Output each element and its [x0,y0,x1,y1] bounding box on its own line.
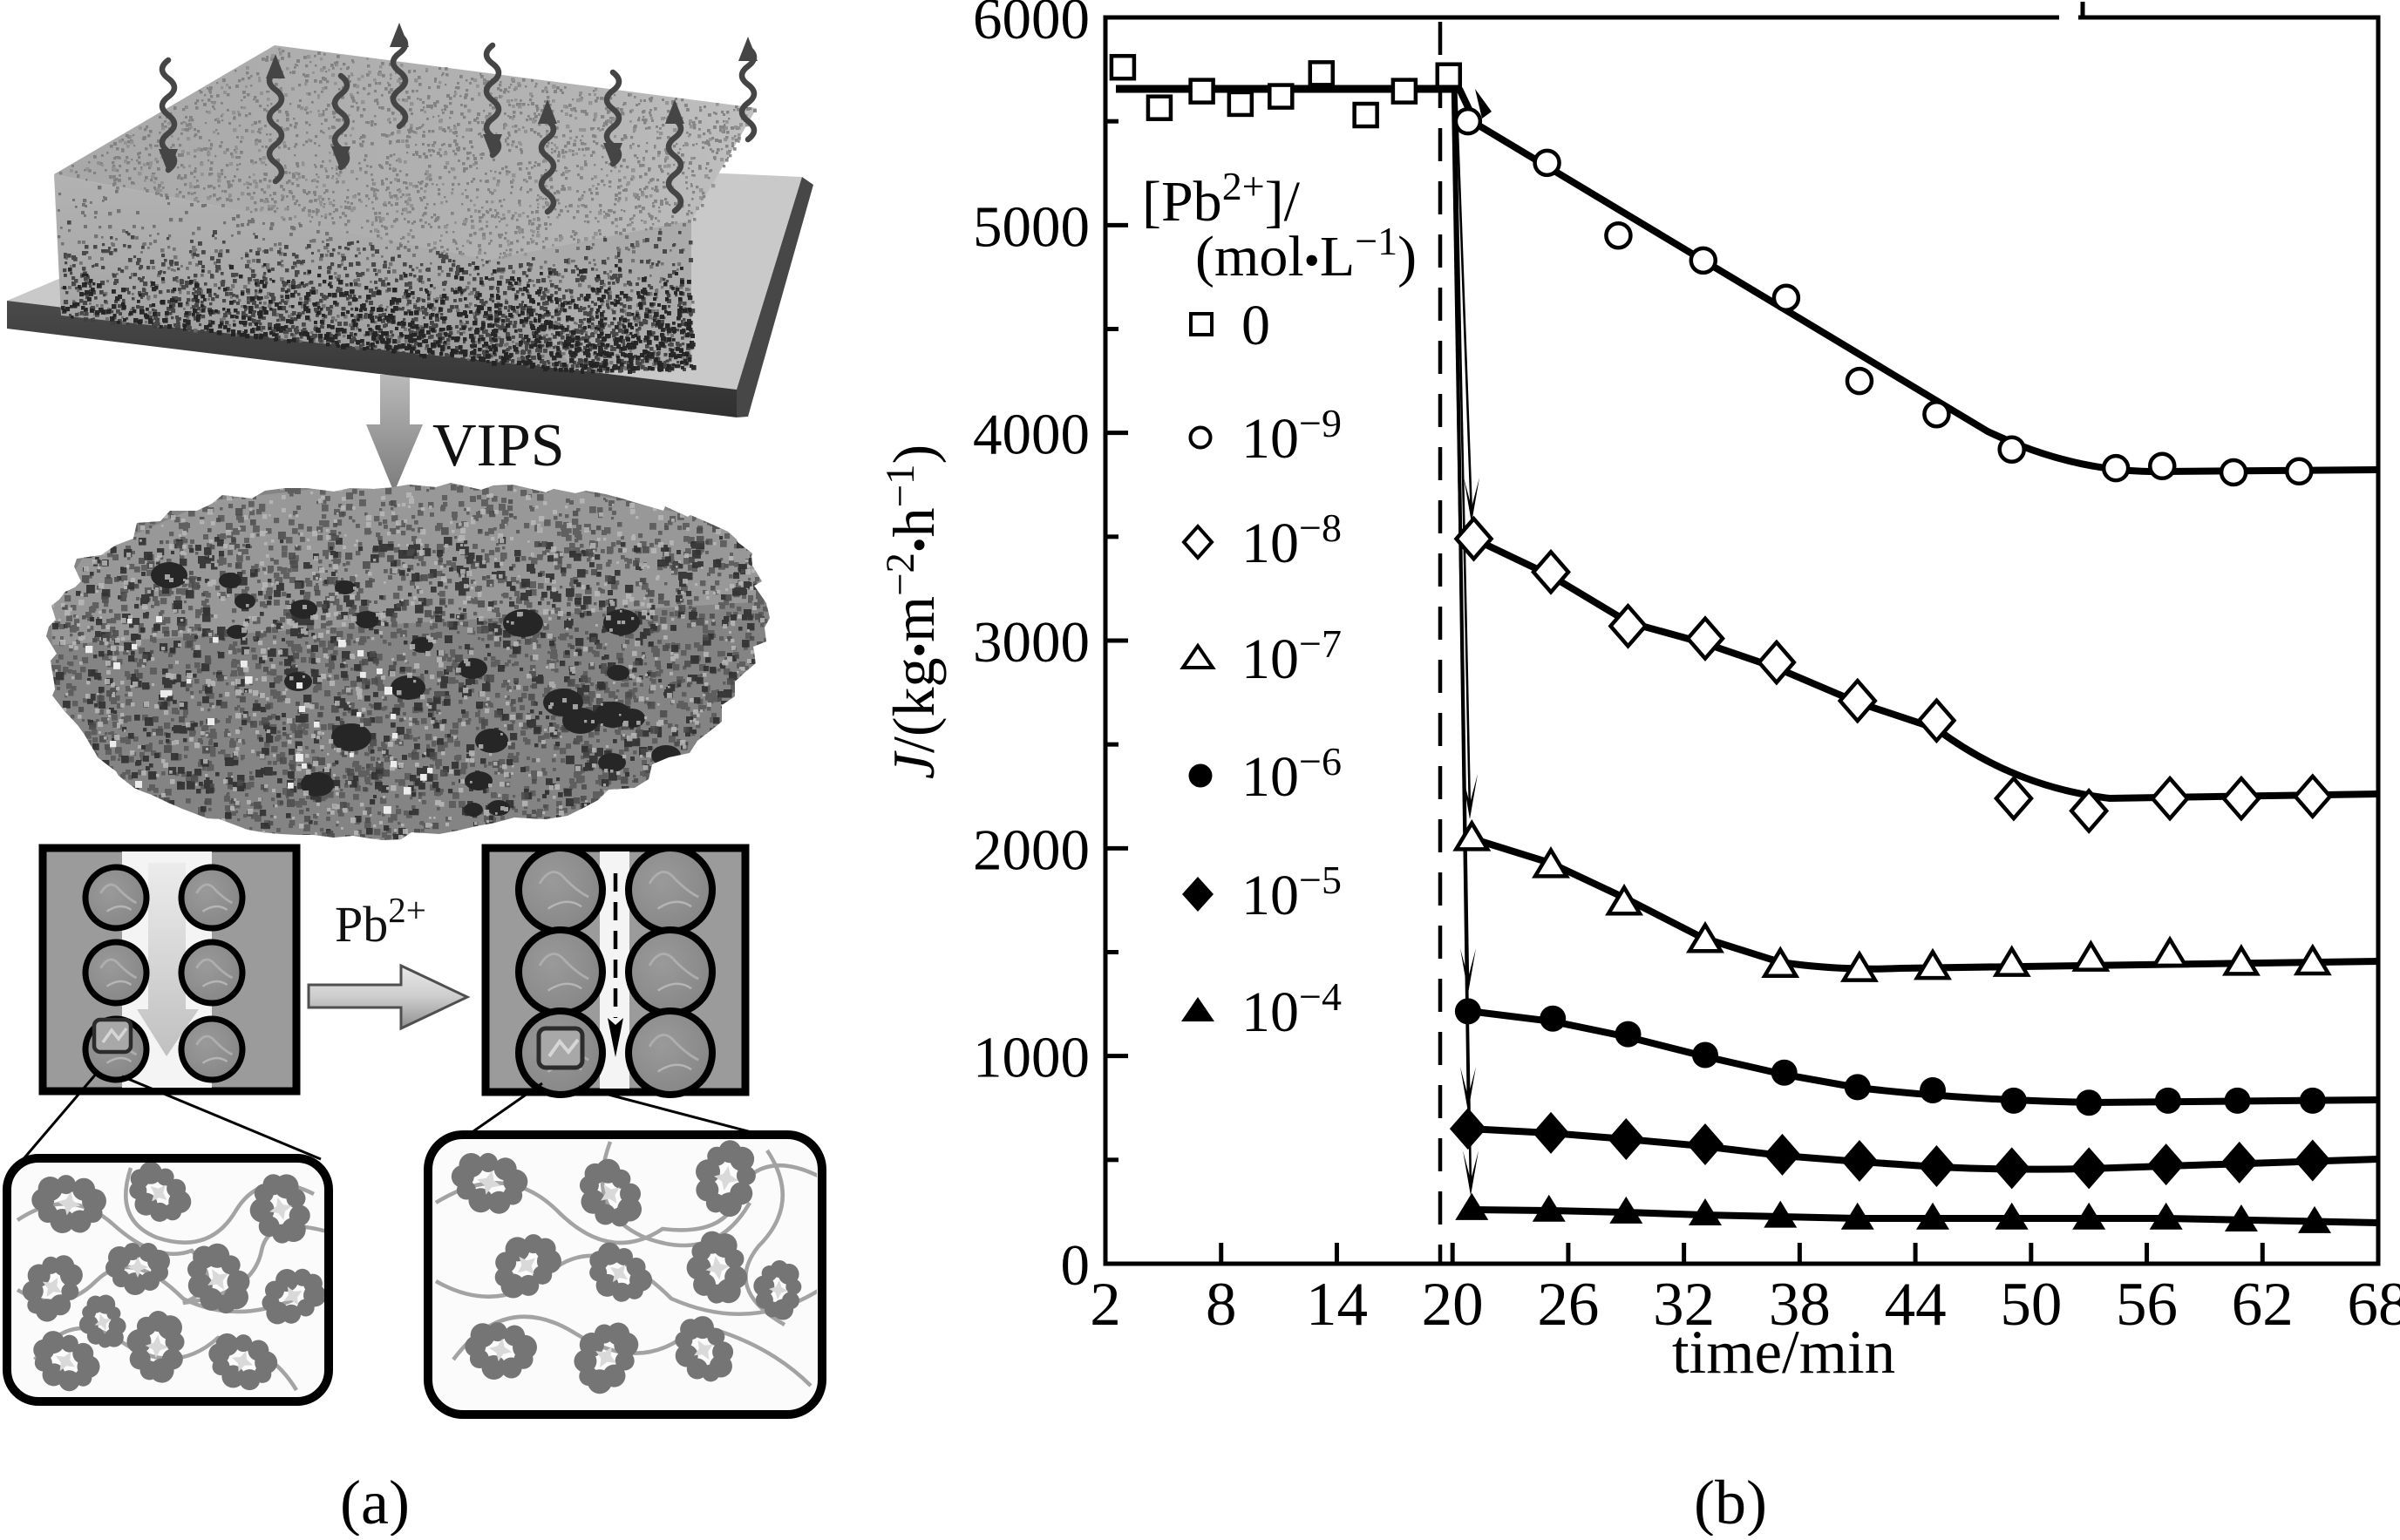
svg-text:26: 26 [1537,1271,1599,1339]
svg-text:4000: 4000 [973,403,1090,467]
svg-text:10−4: 10−4 [1241,974,1342,1044]
svg-text:3000: 3000 [973,610,1090,675]
svg-text:10−7: 10−7 [1241,621,1342,691]
svg-text:Pb2+: Pb2+ [335,890,426,953]
svg-text:VIPS: VIPS [432,412,565,479]
svg-text:10−6: 10−6 [1241,739,1342,809]
svg-text:56: 56 [2116,1271,2178,1339]
svg-text:time/min: time/min [1672,1319,1895,1387]
svg-text:68: 68 [2348,1271,2400,1339]
svg-text:50: 50 [2000,1271,2062,1339]
svg-text:1000: 1000 [973,1026,1090,1090]
svg-text:62: 62 [2232,1271,2294,1339]
svg-text:10−8: 10−8 [1241,505,1342,575]
svg-text:20: 20 [1422,1271,1484,1339]
svg-text:2000: 2000 [973,817,1090,882]
svg-text:6000: 6000 [973,0,1090,51]
svg-text:2: 2 [1090,1271,1121,1339]
svg-text:(mol•L−1): (mol•L−1) [1195,219,1417,288]
svg-text:10−5: 10−5 [1241,858,1342,927]
svg-text:J/(kg•m−2•h−1): J/(kg•m−2•h−1) [878,444,947,779]
svg-text:5000: 5000 [973,194,1090,259]
svg-text:[Pb2+]/: [Pb2+]/ [1142,164,1301,234]
svg-text:(b): (b) [1694,1468,1767,1536]
svg-text:14: 14 [1306,1271,1368,1339]
svg-text:(a): (a) [340,1468,410,1536]
svg-text:0: 0 [1241,294,1270,357]
svg-text:0: 0 [1061,1233,1091,1298]
svg-text:10−9: 10−9 [1241,401,1342,471]
svg-text:8: 8 [1206,1271,1237,1339]
